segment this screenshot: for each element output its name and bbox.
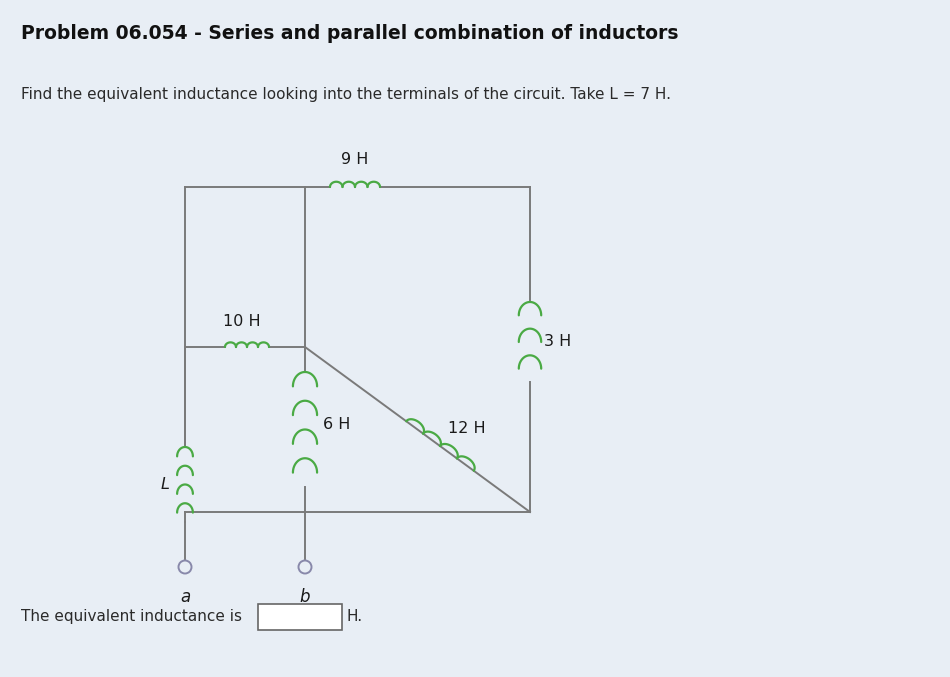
- Text: L: L: [161, 477, 169, 492]
- Text: 3 H: 3 H: [544, 334, 571, 349]
- Text: 12 H: 12 H: [448, 421, 485, 436]
- Text: b: b: [300, 588, 311, 606]
- Text: 10 H: 10 H: [223, 314, 261, 329]
- Text: Find the equivalent inductance looking into the terminals of the circuit. Take L: Find the equivalent inductance looking i…: [21, 87, 671, 102]
- Text: 9 H: 9 H: [341, 152, 369, 167]
- Text: 6 H: 6 H: [323, 417, 351, 432]
- Text: H.: H.: [347, 609, 363, 624]
- Circle shape: [298, 561, 312, 573]
- Text: The equivalent inductance is: The equivalent inductance is: [21, 609, 242, 624]
- Text: Problem 06.054 - Series and parallel combination of inductors: Problem 06.054 - Series and parallel com…: [21, 24, 678, 43]
- Text: a: a: [180, 588, 190, 606]
- Circle shape: [179, 561, 192, 573]
